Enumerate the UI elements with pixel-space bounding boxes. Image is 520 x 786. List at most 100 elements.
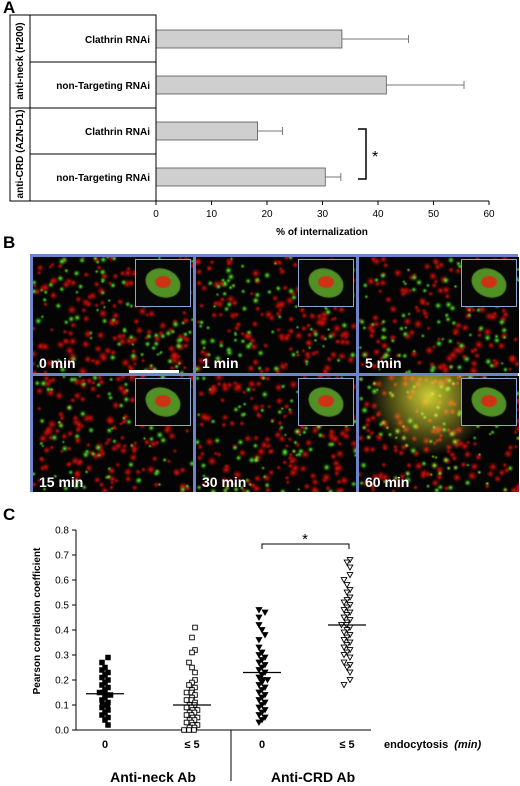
cell-inset-image (136, 379, 190, 425)
x-tick-label: 0 (259, 739, 265, 751)
microscopy-tile: 30 min (196, 376, 356, 492)
data-point (192, 669, 198, 676)
cell-inset (298, 378, 354, 426)
group-label-anti-crd: Anti-CRD Ab (271, 769, 355, 785)
microscopy-tile: 60 min (359, 376, 519, 492)
microscopy-tile: 0 min (33, 257, 193, 373)
data-point (340, 637, 348, 644)
chart-c-ylabel: Pearson correlation coefficient (32, 547, 43, 694)
y-tick-label: 0.6 (55, 576, 69, 587)
data-point (255, 712, 263, 719)
data-point (263, 677, 272, 684)
data-point (105, 654, 111, 661)
data-point (192, 624, 198, 631)
data-point (104, 702, 111, 708)
panel-b-letter: B (3, 233, 16, 252)
data-point (107, 692, 114, 698)
data-point (340, 607, 348, 614)
group-label: anti-neck (H200) (15, 22, 26, 99)
data-point (255, 697, 263, 704)
significance-bracket (261, 543, 350, 549)
time-label: 1 min (202, 355, 239, 371)
row-label: Clathrin RNAi (85, 127, 150, 138)
chart-a-x-axis: 0 10 20 30 40 50 60 (153, 15, 495, 220)
panel-c-letter: C (3, 505, 16, 524)
data-point (99, 682, 105, 688)
data-point (255, 652, 263, 659)
data-point (340, 644, 348, 652)
data-point (255, 607, 263, 614)
x-tick-label: 20 (261, 209, 273, 220)
data-point (346, 669, 354, 677)
microscopy-panel: 0 min 1 min 5 min 15 min 30 min 60 min (30, 254, 519, 492)
data-point (258, 627, 266, 634)
cell-inset (461, 259, 517, 307)
y-tick-label: 0.3 (55, 651, 69, 662)
cell-inset-image (299, 260, 353, 306)
data-point (99, 697, 105, 703)
pearson-scatter-chart: 0.0 0.1 0.2 0.3 0.4 0.5 0.6 0.7 0.8 0 ≤ 5 0 ≤ 5 * Pea… (32, 526, 481, 786)
y-tick-label: 0.2 (55, 676, 69, 687)
row-label: non-Targeting RNAi (56, 173, 150, 184)
x-tick-label: 60 (483, 209, 495, 220)
time-label: 30 min (202, 474, 247, 490)
data-point (186, 682, 192, 688)
chart-c-xaxis-title: endocytosis (min) (384, 739, 481, 751)
chart-c-points (86, 557, 366, 733)
row-label: non-Targeting RNAi (56, 81, 150, 92)
data-point (343, 589, 351, 597)
data-point (346, 677, 354, 684)
x-tick-label: ≤ 5 (184, 739, 199, 751)
data-point (340, 682, 348, 689)
data-point (186, 727, 192, 733)
microscopy-tile: 15 min (33, 376, 193, 492)
chart-a-frame: anti-neck (H200) anti-CRD (AZN-D1) Clathri… (9, 14, 157, 202)
chart-c-axes: 0.0 0.1 0.2 0.3 0.4 0.5 0.6 0.7 0.8 0 ≤ 5 0 ≤ 5 * (55, 526, 371, 781)
data-point (346, 654, 354, 662)
x-tick-label: 50 (428, 209, 440, 220)
x-tick-label: 0 (102, 739, 108, 751)
scale-bar (129, 370, 179, 373)
data-point (102, 717, 108, 723)
data-point (343, 582, 351, 589)
data-point (189, 649, 195, 656)
data-point (183, 719, 190, 726)
data-point (99, 659, 105, 666)
cell-inset (298, 259, 354, 307)
x-tick-label: 10 (206, 209, 218, 220)
significance-marker: * (372, 149, 378, 166)
y-tick-label: 0.4 (55, 626, 69, 637)
group-label-anti-neck: Anti-neck Ab (110, 769, 196, 785)
chart-a-xlabel: % of internalization (276, 227, 368, 238)
data-point (186, 659, 192, 666)
data-point (255, 704, 263, 712)
bar (155, 29, 343, 49)
cell-inset-image (136, 260, 190, 306)
xaxis-title-text: endocytosis (384, 739, 448, 751)
data-point (255, 689, 263, 697)
data-point (191, 727, 197, 733)
data-point (183, 704, 190, 711)
data-point (261, 609, 269, 617)
data-point (346, 572, 354, 579)
y-tick-label: 0.7 (55, 551, 69, 562)
y-tick-label: 0.8 (55, 526, 69, 537)
time-label: 60 min (365, 474, 410, 490)
data-point (261, 632, 269, 639)
data-point (99, 674, 105, 681)
data-point (255, 622, 263, 629)
data-point (340, 659, 348, 667)
row-label: Clathrin RNAi (85, 35, 150, 46)
bar (155, 167, 326, 187)
data-point (183, 689, 190, 696)
x-tick-label: 0 (153, 209, 159, 220)
data-point (255, 614, 263, 622)
time-label: 0 min (39, 355, 76, 371)
x-tick-label: 40 (372, 209, 384, 220)
data-point (255, 719, 263, 727)
data-point (255, 659, 263, 667)
microscopy-tile: 5 min (359, 257, 519, 373)
microscopy-tile: 1 min (196, 257, 356, 373)
data-point (99, 704, 105, 711)
group-label: anti-CRD (AZN-D1) (15, 110, 26, 199)
